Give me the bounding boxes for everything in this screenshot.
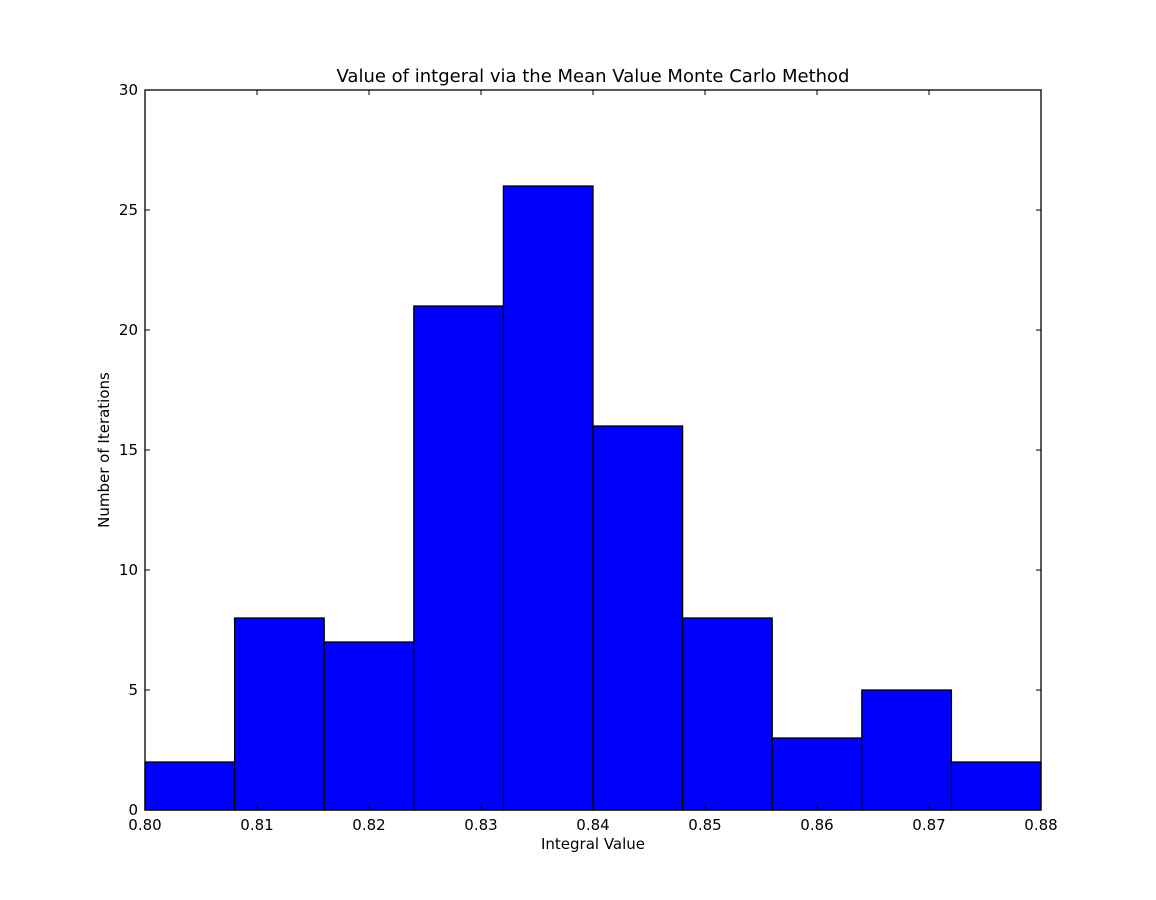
histogram-bar <box>681 617 773 811</box>
x-tick-label: 0.88 <box>1024 816 1057 834</box>
y-tick-label: 30 <box>119 81 138 99</box>
y-tick-label: 20 <box>119 321 138 339</box>
y-axis-label: Number of Iterations <box>95 372 113 528</box>
histogram-bar <box>502 185 594 811</box>
histogram-bar <box>861 689 953 811</box>
bars-group <box>144 185 1042 811</box>
y-tick-label: 25 <box>119 201 138 219</box>
y-tick-label: 5 <box>128 681 138 699</box>
histogram-bar <box>771 737 863 811</box>
x-tick-label: 0.80 <box>128 816 161 834</box>
x-tick-label: 0.84 <box>576 816 609 834</box>
x-tick-label: 0.83 <box>464 816 497 834</box>
histogram-bar <box>323 641 415 811</box>
x-tick-label: 0.81 <box>240 816 273 834</box>
ticks-group: 0.80 0.81 0.82 0.83 0.84 0.85 0.86 0.87 0.88 0 5 10… <box>119 81 1058 834</box>
y-tick-label: 15 <box>119 441 138 459</box>
histogram-bar <box>413 305 505 811</box>
plot-frame <box>144 89 1042 811</box>
x-tick-label: 0.85 <box>688 816 721 834</box>
x-tick-label: 0.82 <box>352 816 385 834</box>
y-tick-label: 0 <box>128 801 138 819</box>
histogram-bar <box>233 617 325 811</box>
chart-title: Value of intgeral via the Mean Value Mon… <box>337 66 850 87</box>
x-tick-label: 0.86 <box>800 816 833 834</box>
histogram-bar <box>144 761 236 811</box>
x-tick-label: 0.87 <box>912 816 945 834</box>
x-axis-label: Integral Value <box>541 835 645 853</box>
y-tick-label: 10 <box>119 561 138 579</box>
histogram-bar <box>592 425 684 811</box>
histogram-bar <box>950 761 1042 811</box>
